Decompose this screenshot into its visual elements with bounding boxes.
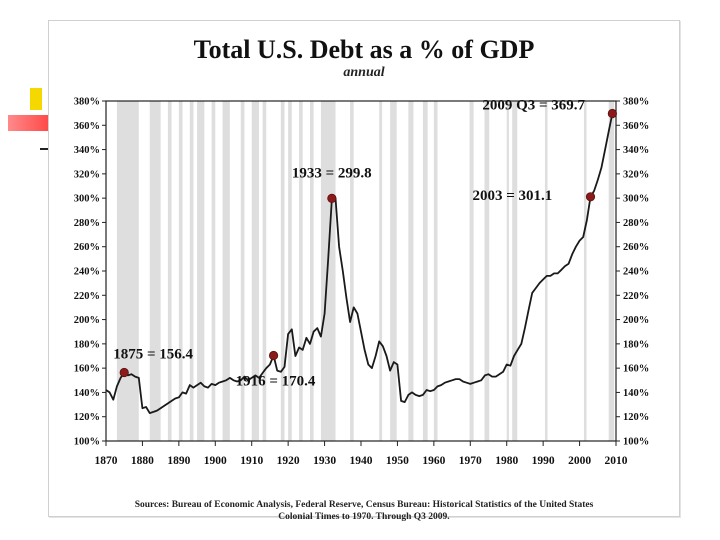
slide-accent-yellow — [30, 88, 42, 110]
recession-band — [506, 101, 509, 441]
y-tick-label-right: 140% — [623, 388, 649, 399]
chart-frame: Total U.S. Debt as a % of GDP annual 100… — [48, 20, 680, 522]
x-tick-label: 1980 — [495, 455, 518, 467]
y-tick-label-left: 240% — [74, 267, 100, 278]
highlight-label: 2009 Q3 = 369.7 — [482, 98, 585, 114]
chart-source-line-2: Colonial Times to 1970. Through Q3 2009. — [278, 512, 450, 522]
highlight-label: 1916 = 170.4 — [236, 374, 316, 390]
slide-accent-line — [40, 148, 48, 150]
y-tick-label-right: 160% — [623, 364, 649, 375]
x-tick-label: 2000 — [568, 455, 591, 467]
recession-band — [310, 101, 314, 441]
y-tick-label-right: 180% — [623, 339, 649, 350]
y-tick-label-right: 300% — [623, 194, 649, 205]
y-tick-label-left: 100% — [74, 437, 100, 448]
x-tick-label: 1920 — [277, 455, 300, 467]
recession-band — [116, 101, 139, 441]
recession-band — [167, 101, 172, 441]
x-tick-label: 1900 — [204, 455, 227, 467]
x-tick-label: 1870 — [95, 455, 118, 467]
highlight-marker — [119, 367, 129, 378]
recession-band — [262, 101, 267, 441]
recession-band — [222, 101, 230, 441]
y-tick-label-right: 200% — [623, 315, 649, 326]
y-tick-label-right: 380% — [623, 97, 649, 108]
y-tick-label-right: 360% — [623, 121, 649, 132]
recession-band — [299, 101, 303, 441]
y-tick-label-left: 140% — [74, 388, 100, 399]
recession-band — [189, 101, 194, 441]
x-tick-label: 1990 — [532, 455, 555, 467]
recession-band — [433, 101, 438, 441]
chart-source: Sources: Bureau of Economic Analysis, Fe… — [49, 499, 679, 523]
x-tick-label: 2010 — [605, 455, 628, 467]
recession-band — [211, 101, 216, 441]
highlight-marker — [607, 108, 617, 119]
y-tick-label-left: 340% — [74, 145, 100, 156]
recession-band — [240, 101, 245, 441]
y-tick-label-right: 240% — [623, 267, 649, 278]
slide-accent-red — [8, 115, 48, 131]
chart-source-line-1: Sources: Bureau of Economic Analysis, Fe… — [134, 500, 594, 510]
y-tick-label-left: 220% — [74, 291, 100, 302]
y-tick-label-left: 180% — [74, 339, 100, 350]
highlight-marker — [585, 192, 596, 202]
recession-band — [512, 101, 518, 441]
y-tick-label-left: 380% — [74, 97, 100, 108]
recession-band — [608, 101, 615, 441]
x-tick-label: 1890 — [167, 455, 190, 467]
recession-band — [390, 101, 397, 441]
y-tick-label-left: 320% — [74, 169, 100, 180]
recession-band — [469, 101, 474, 441]
x-tick-label: 1930 — [313, 455, 336, 467]
debt-series-line — [105, 113, 614, 414]
x-tick-label: 1960 — [422, 455, 445, 467]
x-tick-label: 1970 — [459, 455, 482, 467]
y-tick-label-left: 160% — [74, 364, 100, 375]
recession-band — [251, 101, 259, 441]
recession-band — [197, 101, 205, 441]
highlight-marker — [268, 350, 279, 361]
highlight-label: 2003 = 301.1 — [473, 188, 553, 204]
x-tick-label: 1880 — [131, 455, 154, 467]
recession-band — [288, 101, 292, 441]
y-tick-label-left: 260% — [74, 242, 100, 253]
highlight-label: 1875 = 156.4 — [113, 347, 193, 363]
y-tick-label-left: 280% — [74, 218, 100, 229]
y-tick-label-left: 200% — [74, 315, 100, 326]
recession-band — [484, 101, 490, 441]
y-tick-label-right: 340% — [623, 145, 649, 156]
chart-svg: 100% 100% 120% 120% 140% 140% 160% 160% 180% 180%… — [74, 97, 650, 468]
recession-band — [583, 101, 587, 441]
recession-band — [408, 101, 414, 441]
x-tick-label: 1940 — [350, 455, 373, 467]
y-tick-label-right: 220% — [623, 291, 649, 302]
recession-band — [280, 101, 285, 441]
y-tick-label-left: 120% — [74, 412, 100, 423]
recession-band — [178, 101, 183, 441]
recession-band — [149, 101, 161, 441]
recession-band — [422, 101, 428, 441]
x-tick-label: 1910 — [240, 455, 263, 467]
y-tick-label-right: 320% — [623, 169, 649, 180]
y-tick-label-right: 280% — [623, 218, 649, 229]
chart-title: Total U.S. Debt as a % of GDP — [193, 35, 535, 64]
y-tick-label-left: 360% — [74, 121, 100, 132]
y-tick-label-right: 120% — [623, 412, 649, 423]
y-tick-label-right: 100% — [623, 437, 649, 448]
highlight-label: 1933 = 299.8 — [292, 165, 372, 181]
x-tick-label: 1950 — [386, 455, 409, 467]
recession-band — [379, 101, 383, 441]
chart-subtitle: annual — [343, 65, 385, 80]
y-tick-label-left: 300% — [74, 194, 100, 205]
recession-band — [350, 101, 354, 441]
highlight-marker — [327, 193, 337, 203]
y-tick-label-right: 260% — [623, 242, 649, 253]
recession-band — [544, 101, 548, 441]
